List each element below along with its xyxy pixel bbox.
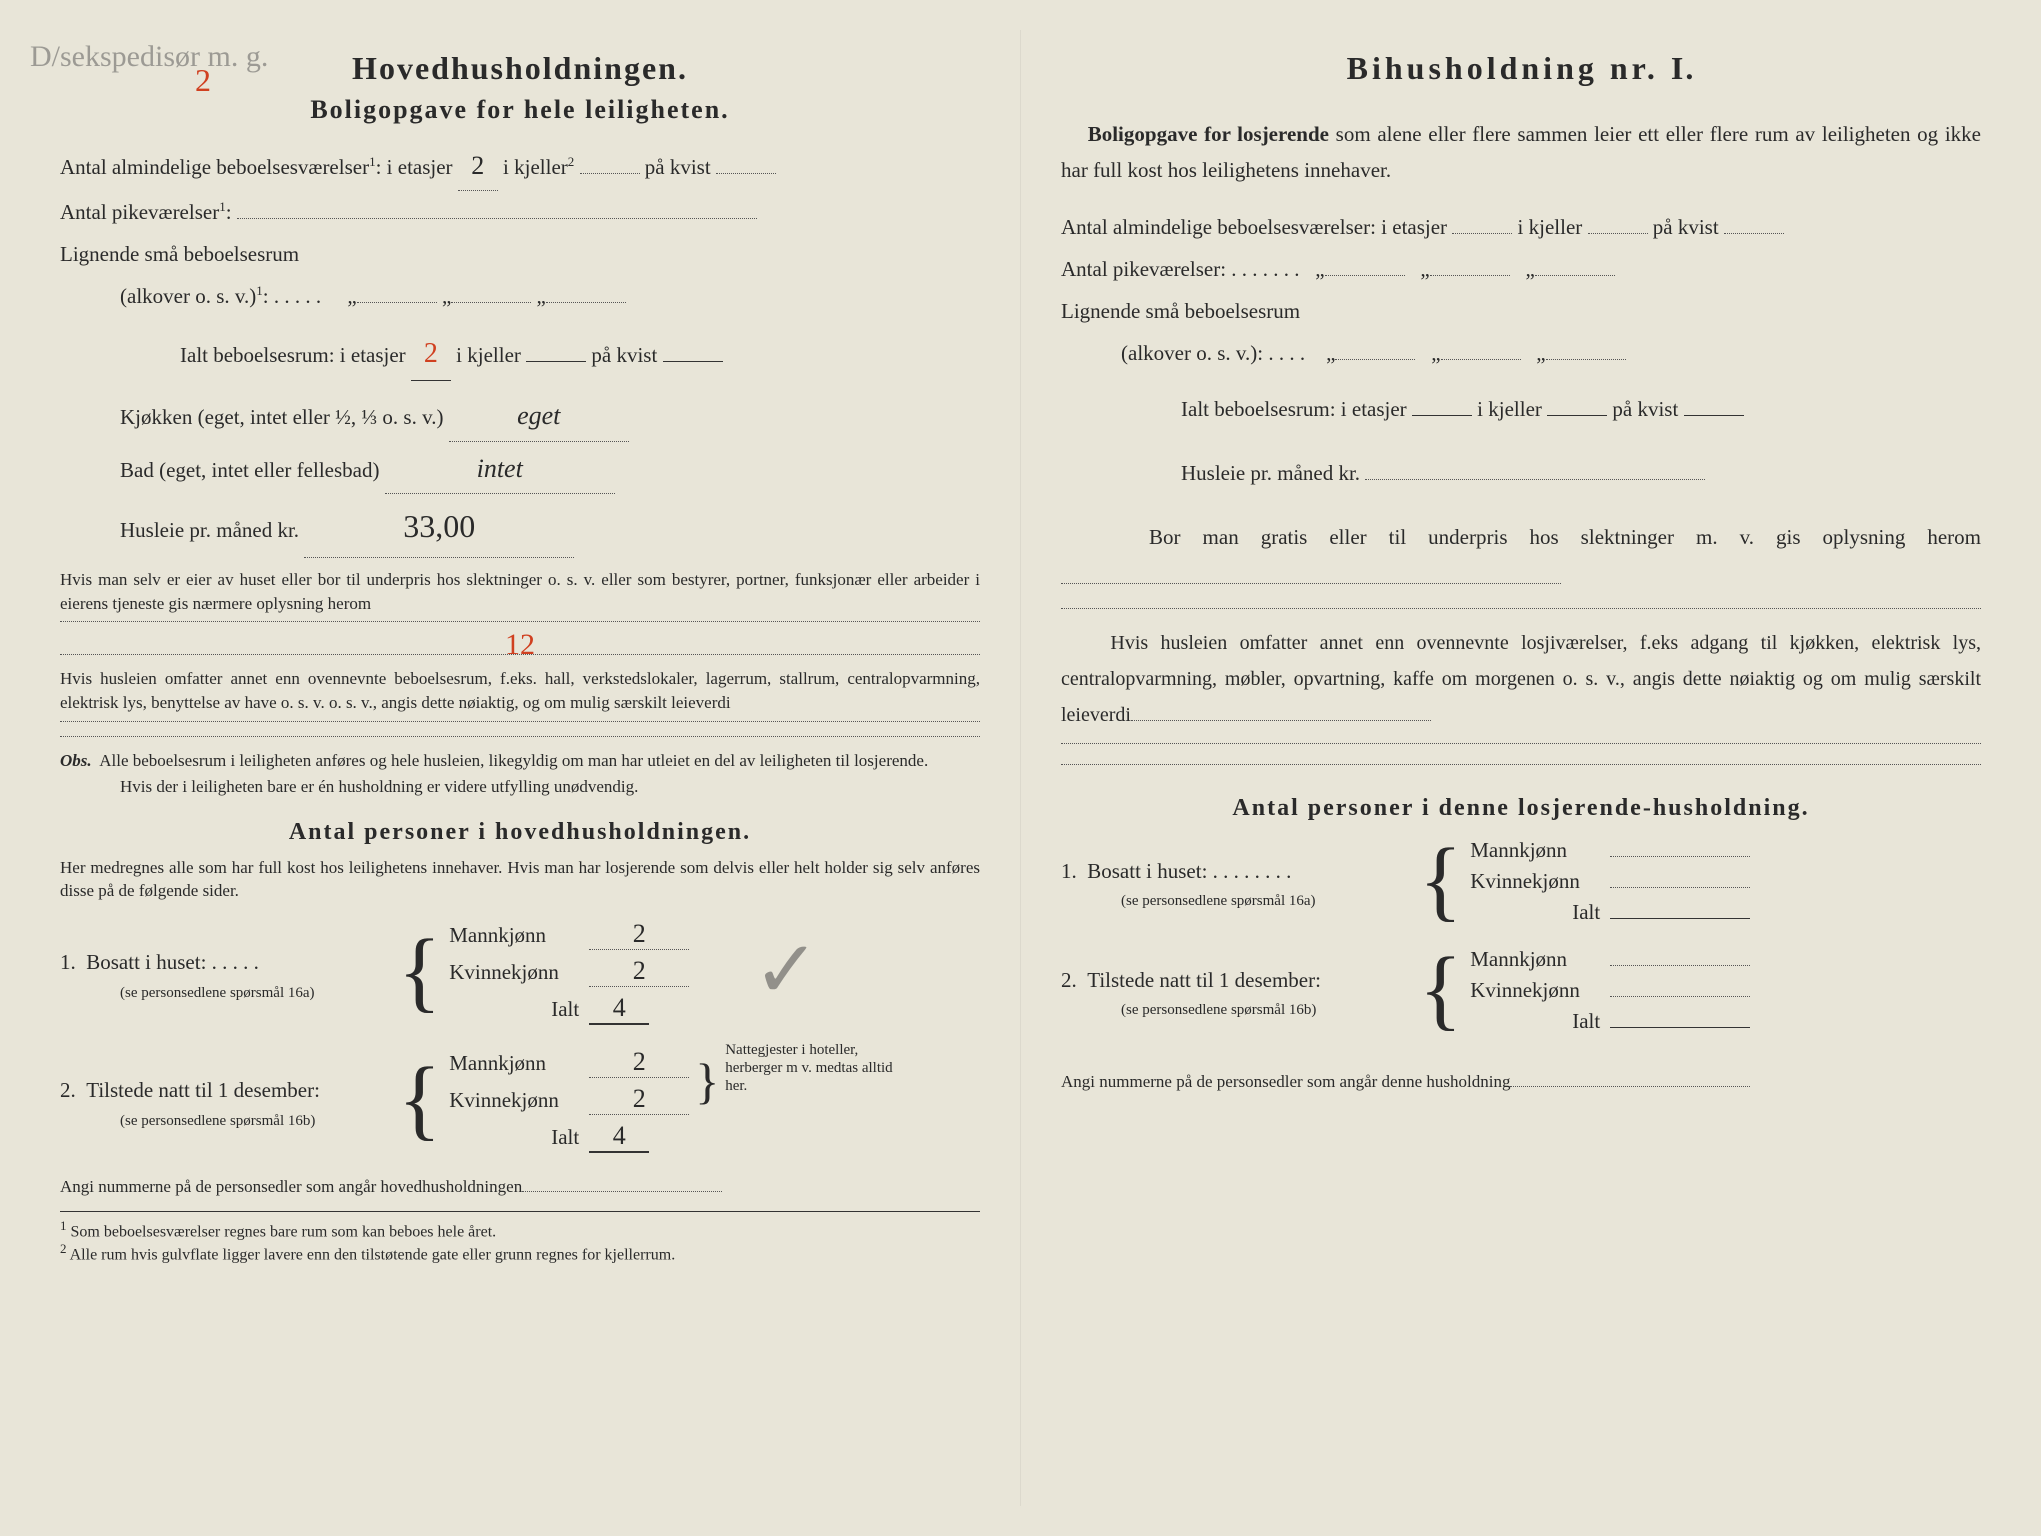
r-persons-title: Antal personer i denne losjerende-hushol… [1061, 795, 1981, 822]
brace-icon: { [390, 1064, 449, 1136]
red-number-12: 12 [505, 628, 535, 661]
rooms-floors-row: Antal almindelige beboelsesværelser1: i … [60, 141, 980, 191]
r-present-group: 2. Tilstede natt til 1 desember: (se per… [1061, 941, 1981, 1040]
persons-intro: Her medregnes alle som har full kost hos… [60, 856, 980, 904]
rent-includes-note: Hvis husleien omfatter annet enn ovennev… [60, 667, 980, 715]
checkmark-icon: ✓ [753, 923, 820, 1017]
resident-group: 1. Bosatt i huset: . . . . . (se persons… [60, 913, 980, 1031]
brace-icon: { [390, 936, 449, 1008]
r-rent-row: Husleie pr. måned kr. [1061, 454, 1981, 494]
r-alcoves-row: (alkover o. s. v.): . . . . „ „ „ [1061, 334, 1981, 374]
red-number-2: 2 [195, 62, 211, 99]
angi-row: Angi nummerne på de personsedler som ang… [60, 1175, 980, 1199]
r-angi-row: Angi nummerne på de personsedler som ang… [1061, 1070, 1981, 1094]
r-gratis-note: Bor man gratis eller til underpris hos s… [1061, 518, 1981, 598]
night-guests-note: Nattegjester i hoteller, herberger m v. … [725, 1041, 905, 1159]
total-rooms-row: Ialt beboelsesrum: i etasjer 2 i kjeller… [60, 327, 980, 381]
footnotes: 1 Som beboelsesværelser regnes bare rum … [60, 1211, 980, 1265]
pencil-annotation: D/sekspedisør m. g. [30, 40, 268, 73]
present-group: 2. Tilstede natt til 1 desember: (se per… [60, 1041, 980, 1159]
owner-note: Hvis man selv er eier av huset eller bor… [60, 568, 980, 616]
maid-rooms-row: Antal pikeværelser1: [60, 193, 980, 233]
kitchen-row: Kjøkken (eget, intet eller ½, ⅓ o. s. v.… [60, 391, 980, 441]
alcoves-row: (alkover o. s. v.)1: . . . . . „ „ „ [60, 277, 980, 317]
brace-icon: { [1411, 954, 1470, 1026]
alcoves-label: Lignende små beboelsesrum [60, 235, 980, 275]
persons-title: Antal personer i hovedhusholdningen. [60, 819, 980, 846]
bi-intro: Boligopgave for losjerende Boligopgave f… [1061, 117, 1981, 188]
obs-note: Obs. Alle beboelsesrum i leiligheten anf… [60, 749, 980, 773]
r-rooms-row: Antal almindelige beboelsesværelser: i e… [1061, 208, 1981, 248]
left-page: D/sekspedisør m. g. 2 Hovedhusholdningen… [20, 30, 1021, 1506]
r-includes-note: Hvis husleien omfatter annet enn ovennev… [1061, 625, 1981, 733]
bi-title: Bihusholdning nr. I. [1061, 50, 1981, 87]
r-alcoves-label: Lignende små beboelsesrum [1061, 292, 1981, 332]
obs-note-2: Hvis der i leiligheten bare er én hushol… [60, 775, 980, 799]
r-resident-group: 1. Bosatt i huset: . . . . . . . . (se p… [1061, 832, 1981, 931]
r-total-row: Ialt beboelsesrum: i etasjer i kjeller p… [1061, 390, 1981, 430]
rent-row: Husleie pr. måned kr. 33,00 [60, 496, 980, 558]
r-maid-row: Antal pikeværelser: . . . . . . . „ „ „ [1061, 250, 1981, 290]
brace-icon: { [1411, 845, 1470, 917]
right-page: Bihusholdning nr. I. Boligopgave for los… [1021, 30, 2021, 1506]
bath-row: Bad (eget, intet eller fellesbad) intet [60, 444, 980, 494]
subtitle: Boligopgave for hele leiligheten. [60, 95, 980, 125]
